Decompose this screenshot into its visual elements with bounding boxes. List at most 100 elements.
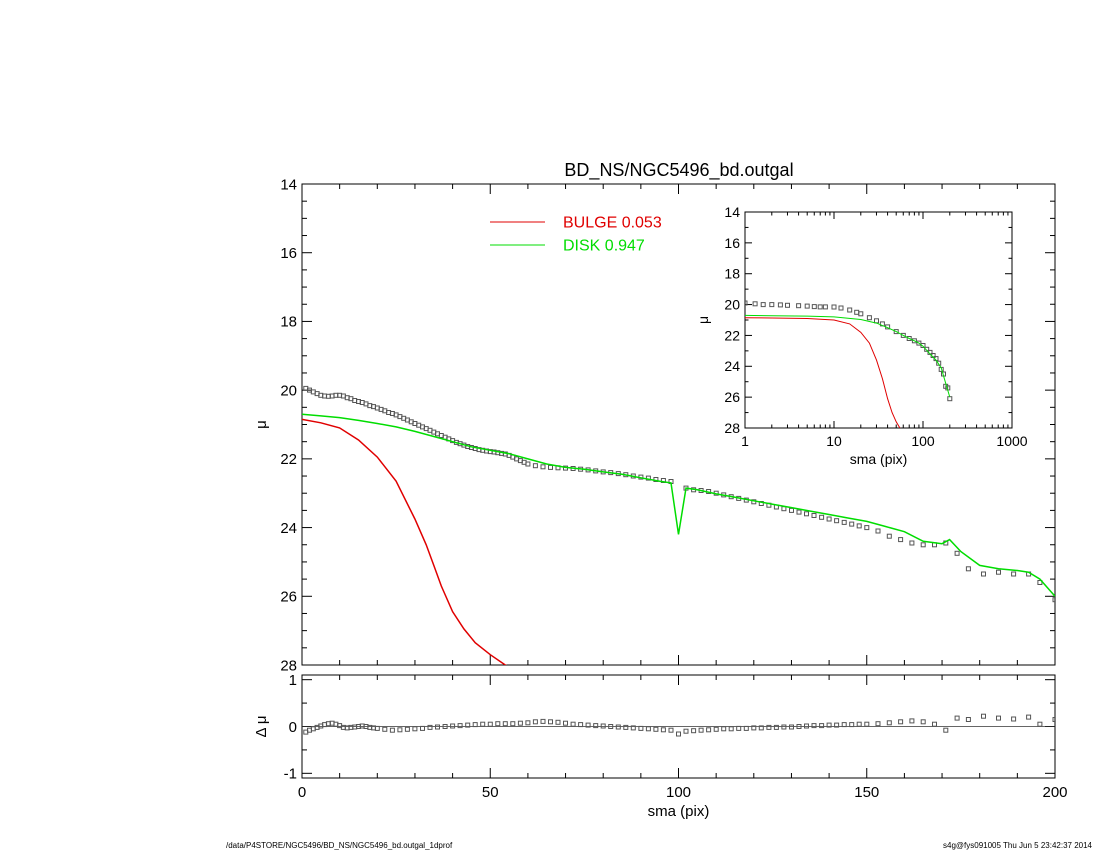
resid-panel-residual-point xyxy=(435,724,440,730)
main-panel-data-point xyxy=(789,507,794,513)
resid-panel-residual-point xyxy=(563,720,568,726)
resid-panel-residual-point xyxy=(875,721,881,727)
inset-panel-data-point xyxy=(811,304,817,310)
inset-panel-ytick-label: 24 xyxy=(724,358,740,374)
resid-panel-residual-point xyxy=(898,719,904,725)
resid-panel-residual-point xyxy=(773,724,779,730)
resid-panel-residual-point xyxy=(502,721,508,727)
inset-panel-bulge-line xyxy=(745,317,901,428)
resid-panel-xtick-label: 0 xyxy=(298,784,306,801)
resid-panel-residual-point xyxy=(427,724,433,730)
resid-panel-residual-point xyxy=(781,724,787,730)
main-panel-data-point xyxy=(532,463,538,469)
inset-panel-ytick-label: 14 xyxy=(724,204,740,220)
resid-panel-residual-point xyxy=(789,724,794,730)
resid-panel-residual-point xyxy=(804,723,809,729)
resid-panel-residual-point xyxy=(758,725,764,731)
inset-panel-data-point xyxy=(785,302,790,308)
resid-panel-residual-point xyxy=(743,725,749,731)
resid-panel-xtick-label: 200 xyxy=(1042,784,1067,801)
resid-panel-residual-point xyxy=(653,726,659,732)
inset-panel-data-layer xyxy=(745,300,953,428)
main-panel-ylabel: μ xyxy=(253,420,270,429)
resid-panel-residual-point xyxy=(811,723,817,729)
main-panel-bulge-line xyxy=(302,418,508,665)
main-panel-data-point xyxy=(1052,597,1055,603)
inset-panel-data-point xyxy=(936,360,942,366)
resid-panel-residual-point xyxy=(796,724,802,729)
resid-panel-residual-point xyxy=(713,726,719,732)
resid-panel-residual-point xyxy=(849,722,855,728)
main-panel-disk-line xyxy=(302,413,1055,597)
resid-panel-residual-point xyxy=(1026,714,1032,720)
inset-panel-data-point xyxy=(760,302,766,308)
main-panel-ytick-label: 18 xyxy=(280,314,297,331)
resid-panel-residual-point xyxy=(856,721,862,727)
resid-panel-residual-point xyxy=(736,725,742,731)
main-panel-ytick-label: 28 xyxy=(280,657,297,674)
main-panel-data-point xyxy=(826,516,832,522)
resid-panel-residual-point xyxy=(615,724,621,730)
resid-panel-residual-point xyxy=(525,720,531,726)
main-panel-data-point xyxy=(856,523,862,529)
inset-panel-data-point xyxy=(893,329,899,335)
resid-panel-residual-point xyxy=(600,723,606,729)
resid-panel-residual-point xyxy=(965,717,971,722)
resid-panel-residual-point xyxy=(540,718,546,724)
resid-panel-residual-point xyxy=(1052,717,1055,722)
resid-panel-residual-point xyxy=(864,721,870,727)
main-panel-data-layer xyxy=(302,385,1055,665)
resid-panel-residual-point xyxy=(1037,721,1043,727)
main-panel-data-point xyxy=(841,519,847,525)
resid-panel-residual-point xyxy=(608,724,614,729)
resid-panel-residual-point xyxy=(570,721,576,727)
resid-panel-xtick-label: 150 xyxy=(854,784,879,801)
resid-panel-residual-point xyxy=(548,719,553,725)
resid-panel-residual-point xyxy=(382,726,388,732)
footer-stamp: s4g@fys091005 Thu Jun 5 23:42:37 2014 xyxy=(943,841,1092,850)
inset-panel-ytick-label: 26 xyxy=(724,389,740,405)
resid-panel-residual-point xyxy=(920,719,926,725)
inset-panel-ytick-label: 16 xyxy=(724,235,740,251)
footer-path: /data/P4STORE/NGC5496/BD_NS/NGC5496_bd.o… xyxy=(226,841,453,850)
inset-panel-data-point xyxy=(752,301,758,307)
inset-panel-ylabel: μ xyxy=(695,316,711,324)
resid-panel-residual-point xyxy=(676,731,681,737)
main-panel-ytick-label: 16 xyxy=(280,245,297,262)
resid-panel-residual-point xyxy=(660,727,666,733)
inset-panel-xtick-label: 1000 xyxy=(996,433,1027,449)
main-panel-data-point xyxy=(864,525,870,531)
resid-panel-ylabel: Δ μ xyxy=(253,715,270,737)
resid-panel-xlabel: sma (pix) xyxy=(648,803,710,820)
resid-panel-xtick-label: 50 xyxy=(482,784,499,801)
resid-panel-residual-point xyxy=(465,722,471,728)
main-panel-data-point xyxy=(540,464,546,470)
main-panel-ytick-label: 24 xyxy=(280,520,297,537)
main-panel-data-point xyxy=(811,513,817,518)
chart-title: BD_NS/NGC5496_bd.outgal xyxy=(564,160,793,181)
resid-panel-residual-point xyxy=(751,725,757,731)
inset-panel-xtick-label: 1 xyxy=(741,433,749,449)
resid-panel-residual-point xyxy=(412,726,418,732)
inset-panel-ytick-label: 18 xyxy=(724,266,740,282)
resid-panel-residual-point xyxy=(480,721,486,727)
resid-panel-residual-point xyxy=(706,727,712,733)
inset-panel-data-point xyxy=(838,305,844,311)
main-panel-data-point xyxy=(886,533,892,539)
inset-panel-data-point xyxy=(874,318,879,324)
inset-panel-data-point xyxy=(900,332,906,338)
resid-panel-residual-point xyxy=(932,721,937,727)
resid-panel-residual-point xyxy=(943,727,949,733)
resid-panel-residual-point xyxy=(841,722,847,728)
resid-panel-residual-point xyxy=(721,726,727,732)
main-panel-data-point xyxy=(849,521,855,527)
main-panel-data-point xyxy=(1011,571,1017,577)
inset-panel-ytick-label: 20 xyxy=(724,296,740,312)
inset-panel-data-point xyxy=(817,304,823,310)
main-panel-data-point xyxy=(781,506,787,512)
resid-panel-residual-point xyxy=(555,719,561,725)
main-panel-data-point xyxy=(796,509,802,515)
inset-panel-data-point xyxy=(924,346,930,352)
